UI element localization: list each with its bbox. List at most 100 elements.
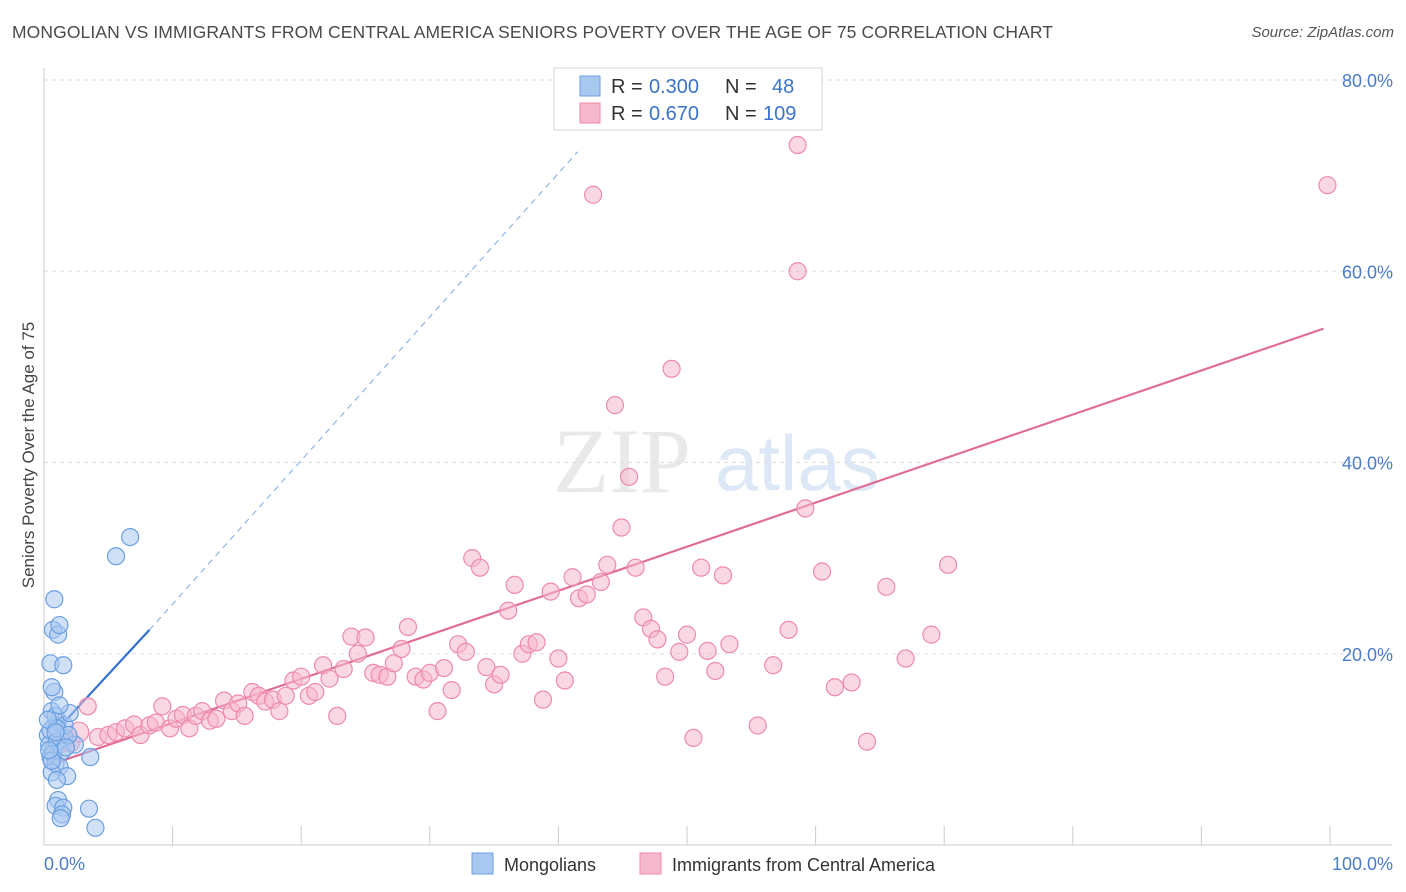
bottom-legend-swatch-immigrants	[639, 852, 662, 875]
immigrant-point	[706, 661, 725, 681]
source-credit: Source: ZipAtlas.com	[1251, 24, 1394, 41]
immigrant-point	[320, 669, 339, 688]
legend-n-value-immigrants: 109	[763, 103, 796, 125]
immigrant-point	[491, 665, 510, 684]
watermark-zip: ZIP	[553, 410, 691, 512]
x-tick-label-100: 100.0%	[1332, 854, 1393, 874]
immigrant-point	[384, 654, 403, 673]
immigrant-point	[620, 467, 639, 486]
mongolian-point	[50, 696, 69, 715]
immigrant-point	[442, 680, 461, 700]
immigrant-point	[334, 659, 353, 679]
mongolian-point	[106, 547, 126, 566]
legend-n-label-mongolians: N =	[725, 76, 757, 98]
immigrant-point	[670, 642, 689, 661]
immigrant-point	[428, 702, 447, 721]
trend-line-mongolians-extended	[149, 151, 579, 631]
bottom-legend-label-mongolians: Mongolians	[504, 855, 596, 875]
immigrant-point	[812, 562, 832, 581]
stats-legend: R = 0.300 N = 48 R = 0.670 N = 109	[553, 67, 823, 131]
immigrant-point	[549, 649, 568, 668]
immigrant-point	[505, 575, 524, 595]
immigrant-point	[764, 656, 783, 675]
y-tick-label-40: 40.0%	[1342, 454, 1393, 474]
bottom-legend-swatch-mongolians	[471, 852, 494, 875]
immigrant-point	[842, 673, 861, 692]
immigrant-point	[1318, 176, 1337, 195]
immigrant-point	[796, 499, 815, 518]
immigrant-point	[662, 359, 681, 378]
y-axis-label: Seniors Poverty Over the Age of 75	[19, 322, 38, 588]
mongolian-point	[121, 527, 140, 547]
immigrant-point	[584, 185, 603, 204]
series-legend: Mongolians Immigrants from Central Ameri…	[471, 852, 936, 875]
mongolian-point	[40, 741, 59, 760]
immigrant-point	[276, 686, 295, 705]
immigrant-point	[292, 667, 311, 686]
immigrant-point	[713, 566, 733, 585]
immigrant-point	[896, 649, 915, 668]
legend-swatch-immigrants	[579, 102, 601, 124]
immigrant-point	[692, 558, 711, 577]
immigrant-point	[922, 625, 941, 644]
immigrant-point	[392, 639, 411, 659]
immigrant-point	[788, 262, 807, 281]
mongolian-point	[79, 799, 99, 818]
immigrant-point	[857, 732, 877, 751]
legend-r-label-immigrants: R =	[611, 103, 643, 125]
immigrant-point	[656, 667, 675, 686]
y-tick-label-20: 20.0%	[1342, 645, 1393, 665]
grid-lines	[44, 79, 1392, 655]
immigrant-point	[499, 601, 518, 620]
immigrant-point	[591, 572, 610, 592]
tick-labels: 20.0% 40.0% 60.0% 80.0% 0.0% 100.0%	[44, 71, 1393, 874]
mongolian-point	[50, 615, 69, 635]
immigrant-point	[533, 690, 553, 709]
points-mongolians	[38, 527, 140, 837]
points-immigrants-central-america	[46, 135, 1337, 756]
immigrant-point	[598, 555, 617, 574]
legend-n-value-mongolians: 48	[772, 76, 794, 98]
immigrant-point	[577, 585, 596, 604]
immigrant-point	[470, 558, 490, 577]
immigrant-point	[677, 625, 697, 644]
immigrant-point	[541, 582, 560, 601]
immigrant-point	[626, 558, 645, 577]
immigrant-point	[877, 577, 896, 596]
chart-title: MONGOLIAN VS IMMIGRANTS FROM CENTRAL AME…	[12, 22, 1054, 42]
mongolian-point	[45, 590, 64, 609]
immigrant-point	[356, 628, 375, 647]
immigrant-point	[648, 630, 667, 649]
bottom-legend-label-immigrants: Immigrants from Central America	[672, 855, 936, 875]
legend-r-label-mongolians: R =	[611, 76, 643, 98]
immigrant-point	[235, 706, 254, 726]
immigrant-point	[684, 728, 703, 748]
mongolian-point	[42, 678, 61, 697]
legend-r-value-mongolians: 0.300	[649, 76, 699, 98]
immigrant-point	[434, 658, 454, 678]
immigrant-point	[398, 617, 418, 637]
immigrant-point	[748, 716, 767, 735]
y-tick-label-60: 60.0%	[1342, 262, 1393, 282]
immigrant-point	[779, 620, 798, 639]
mongolian-point	[56, 738, 75, 757]
mongolian-point	[86, 818, 105, 837]
immigrant-point	[207, 709, 226, 728]
immigrant-point	[555, 671, 574, 690]
mongolian-point	[47, 770, 66, 790]
immigrant-point	[698, 641, 717, 660]
legend-r-value-immigrants: 0.670	[649, 103, 699, 125]
immigrant-point	[78, 697, 97, 716]
immigrant-point	[563, 568, 582, 587]
immigrant-point	[938, 555, 958, 574]
immigrant-point	[306, 682, 325, 702]
immigrant-point	[527, 633, 546, 652]
mongolian-point	[54, 656, 73, 675]
mongolian-point	[81, 747, 100, 767]
mongolian-point	[46, 723, 65, 742]
legend-swatch-mongolians	[579, 75, 601, 97]
immigrant-point	[788, 135, 807, 155]
immigrant-point	[612, 518, 631, 537]
immigrant-point	[270, 702, 289, 721]
immigrant-point	[825, 678, 844, 697]
